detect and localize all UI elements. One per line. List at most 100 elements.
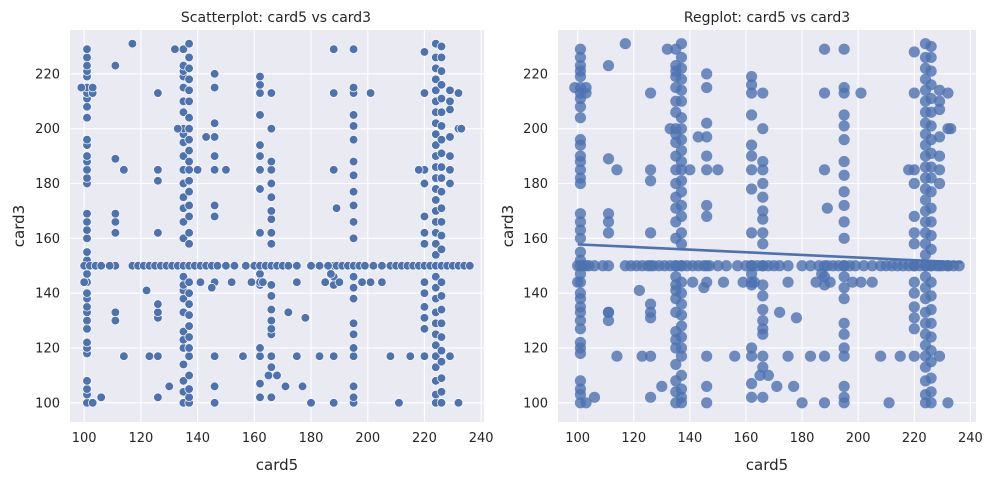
data-point	[692, 131, 704, 143]
x-tick-label: 160	[242, 431, 267, 446]
data-point	[838, 216, 850, 228]
data-point	[266, 214, 276, 224]
data-point	[201, 132, 211, 142]
data-point	[574, 301, 587, 313]
data-point	[241, 261, 251, 271]
data-point	[419, 288, 430, 298]
data-point	[436, 66, 447, 76]
data-point	[436, 230, 447, 241]
data-point	[858, 260, 870, 272]
data-point	[184, 332, 194, 342]
data-point	[925, 216, 937, 228]
data-point	[300, 313, 311, 323]
data-point	[436, 148, 447, 159]
data-point	[745, 183, 758, 195]
y-axis-ticks: 100 120 140 160 180 200 220	[523, 67, 548, 411]
data-point	[701, 131, 713, 143]
data-point	[266, 392, 276, 402]
data-point	[925, 397, 937, 409]
data-point	[675, 331, 688, 343]
data-point	[209, 351, 220, 361]
data-point	[908, 238, 920, 250]
data-point	[436, 291, 447, 301]
data-points	[569, 38, 965, 409]
data-point	[297, 381, 308, 392]
data-point	[178, 217, 189, 227]
data-point	[757, 164, 769, 176]
data-point	[266, 351, 276, 361]
data-point	[436, 217, 447, 227]
data-point	[574, 323, 587, 335]
data-point	[255, 80, 265, 90]
data-point	[184, 321, 194, 331]
data-point	[824, 276, 836, 288]
data-point	[701, 397, 713, 409]
data-point	[348, 135, 359, 145]
data-point	[184, 63, 194, 74]
data-point	[838, 380, 850, 392]
data-point	[178, 233, 189, 243]
y-axis-label: card3	[10, 205, 28, 247]
y-tick-label: 200	[35, 122, 60, 137]
data-point	[82, 165, 92, 175]
x-tick-label: 180	[299, 431, 324, 446]
data-point	[348, 272, 359, 282]
data-point	[818, 397, 831, 409]
data-point	[757, 177, 769, 190]
data-point	[701, 199, 713, 212]
data-point	[745, 342, 758, 354]
data-point	[436, 203, 447, 213]
data-point	[348, 82, 359, 93]
data-point	[908, 312, 920, 324]
data-point	[745, 79, 758, 91]
data-point	[436, 387, 447, 397]
data-point	[178, 151, 189, 161]
data-point	[82, 225, 92, 235]
data-point	[933, 84, 946, 96]
data-point	[602, 208, 615, 220]
data-point	[849, 260, 861, 272]
data-point	[701, 380, 713, 392]
data-point	[88, 398, 98, 408]
data-point	[192, 165, 203, 175]
data-point	[698, 282, 710, 294]
data-point	[729, 350, 741, 362]
data-point	[675, 134, 688, 146]
data-point	[636, 350, 648, 362]
data-point	[782, 276, 794, 288]
data-point	[348, 318, 359, 328]
data-point	[838, 81, 850, 94]
data-point	[272, 370, 282, 381]
data-point	[209, 211, 220, 222]
data-point	[266, 156, 276, 167]
data-point	[644, 391, 657, 403]
data-point	[405, 351, 415, 361]
data-point	[796, 260, 808, 272]
data-point	[436, 304, 447, 315]
data-point	[782, 260, 794, 272]
x-tick-label: 220	[412, 431, 437, 446]
data-point	[925, 134, 937, 146]
data-point	[255, 269, 265, 279]
data-point	[684, 164, 696, 176]
chart-title: Regplot: card5 vs card3	[684, 10, 850, 26]
data-point	[810, 276, 822, 288]
data-point	[431, 140, 441, 150]
data-point	[838, 271, 850, 283]
data-point	[782, 350, 794, 362]
data-point	[348, 110, 359, 120]
data-point	[436, 346, 447, 356]
data-point	[701, 150, 713, 162]
x-axis-ticks: 100 120 140 160 180 200 220 240	[72, 431, 494, 446]
y-tick-label: 120	[35, 341, 60, 356]
data-point	[818, 87, 831, 99]
data-point	[329, 44, 339, 54]
data-point	[377, 277, 387, 287]
data-point	[757, 304, 769, 316]
data-point	[184, 310, 194, 320]
data-point	[925, 51, 937, 64]
data-point	[675, 320, 688, 332]
y-axis-label: card3	[499, 205, 517, 247]
data-point	[266, 165, 276, 175]
